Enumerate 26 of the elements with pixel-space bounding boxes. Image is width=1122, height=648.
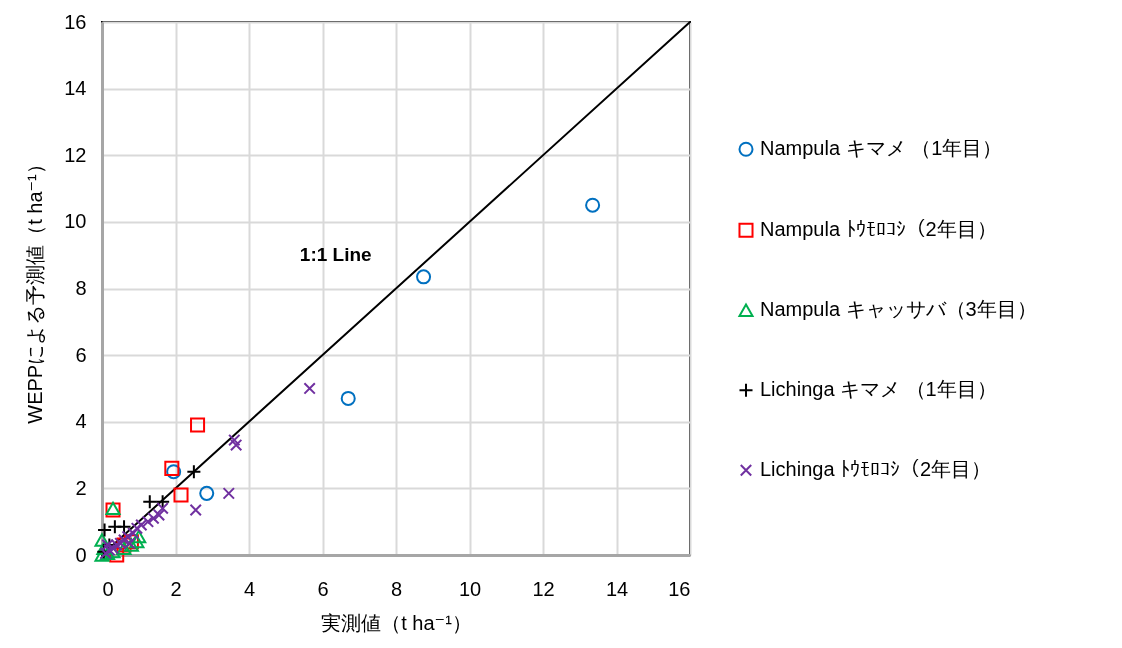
legend-label: Nampula キャッサバ（3年目） [760,298,1037,321]
x-tick-label: 10 [458,577,482,600]
x-tick-label: 6 [317,577,329,600]
y-tick-label: 14 [64,77,87,100]
x-tick-label: 4 [243,577,256,600]
x-tick-label: 12 [532,577,555,600]
y-tick-label: 8 [75,277,87,299]
x-tick-label: 0 [102,577,114,600]
x-tick-label: 14 [605,577,629,600]
legend-label: Nampula ﾄｳﾓﾛｺｼ（2年目） [760,218,997,241]
legend-label: Nampula キマメ （1年目） [760,137,1003,160]
y-tick-label: 10 [64,210,87,233]
y-tick-label: 6 [75,343,87,366]
y-tick-label: 16 [64,10,87,33]
y-tick-label: 2 [75,476,87,499]
y-tick-label: 4 [75,410,87,433]
y-axis-title: WEPPによる予測値（t ha⁻¹） [24,154,47,424]
legend-label: Lichinga キマメ （1年目） [760,378,997,401]
x-tick-label: 16 [668,577,691,600]
y-tick-label: 0 [75,543,87,566]
x-tick-label: 8 [390,577,403,600]
y-tick-label: 12 [64,143,87,166]
legend-label: Lichinga ﾄｳﾓﾛｺｼ（2年目） [760,458,992,481]
x-axis-title: 実測値（t ha⁻¹） [321,611,472,634]
x-tick-label: 2 [170,577,182,600]
series-label: 1:1 Line [299,244,372,266]
